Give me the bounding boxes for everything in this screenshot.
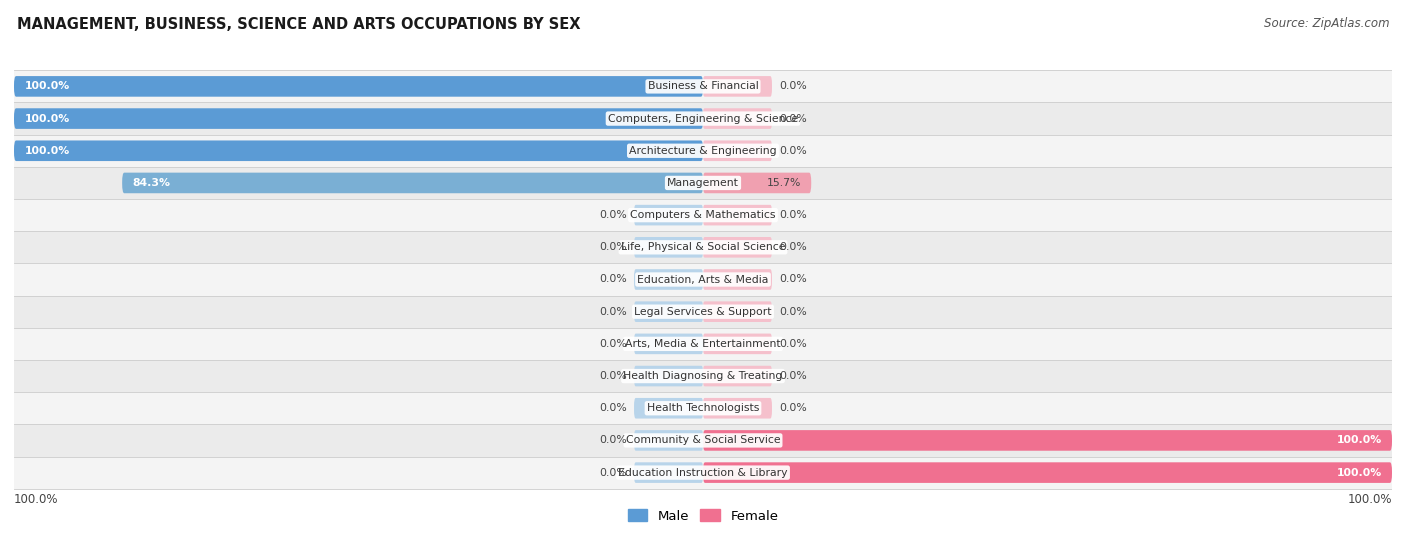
Text: 0.0%: 0.0%	[599, 339, 627, 349]
FancyBboxPatch shape	[14, 167, 1392, 199]
Text: 15.7%: 15.7%	[766, 178, 801, 188]
FancyBboxPatch shape	[703, 237, 772, 258]
FancyBboxPatch shape	[14, 102, 1392, 135]
Text: Computers & Mathematics: Computers & Mathematics	[630, 210, 776, 220]
FancyBboxPatch shape	[634, 237, 703, 258]
FancyBboxPatch shape	[14, 457, 1392, 489]
Text: 100.0%: 100.0%	[24, 82, 70, 91]
Text: 0.0%: 0.0%	[779, 113, 807, 124]
FancyBboxPatch shape	[14, 108, 703, 129]
Text: 0.0%: 0.0%	[779, 82, 807, 91]
Text: Education, Arts & Media: Education, Arts & Media	[637, 274, 769, 285]
Text: 0.0%: 0.0%	[779, 146, 807, 156]
Text: Life, Physical & Social Science: Life, Physical & Social Science	[621, 242, 785, 252]
FancyBboxPatch shape	[703, 108, 772, 129]
Text: Management: Management	[666, 178, 740, 188]
FancyBboxPatch shape	[14, 392, 1392, 424]
FancyBboxPatch shape	[14, 70, 1392, 102]
Text: Business & Financial: Business & Financial	[648, 82, 758, 91]
FancyBboxPatch shape	[703, 462, 1392, 483]
Text: Source: ZipAtlas.com: Source: ZipAtlas.com	[1264, 17, 1389, 30]
Text: Health Technologists: Health Technologists	[647, 403, 759, 413]
Text: 0.0%: 0.0%	[599, 468, 627, 477]
FancyBboxPatch shape	[703, 334, 772, 354]
FancyBboxPatch shape	[634, 462, 703, 483]
Text: 0.0%: 0.0%	[599, 435, 627, 446]
Text: 0.0%: 0.0%	[599, 307, 627, 317]
Text: Architecture & Engineering: Architecture & Engineering	[630, 146, 776, 156]
FancyBboxPatch shape	[634, 301, 703, 322]
FancyBboxPatch shape	[634, 398, 703, 419]
FancyBboxPatch shape	[14, 231, 1392, 263]
Text: 0.0%: 0.0%	[779, 307, 807, 317]
Text: Computers, Engineering & Science: Computers, Engineering & Science	[607, 113, 799, 124]
Text: 0.0%: 0.0%	[599, 210, 627, 220]
Text: 0.0%: 0.0%	[599, 371, 627, 381]
Text: 100.0%: 100.0%	[1336, 468, 1382, 477]
Text: 100.0%: 100.0%	[14, 492, 59, 505]
FancyBboxPatch shape	[14, 263, 1392, 296]
FancyBboxPatch shape	[14, 140, 703, 161]
Text: Arts, Media & Entertainment: Arts, Media & Entertainment	[626, 339, 780, 349]
FancyBboxPatch shape	[703, 269, 772, 290]
FancyBboxPatch shape	[703, 76, 772, 97]
FancyBboxPatch shape	[122, 173, 703, 193]
Text: Education Instruction & Library: Education Instruction & Library	[619, 468, 787, 477]
FancyBboxPatch shape	[14, 328, 1392, 360]
FancyBboxPatch shape	[14, 135, 1392, 167]
FancyBboxPatch shape	[703, 205, 772, 225]
FancyBboxPatch shape	[703, 140, 772, 161]
Text: 0.0%: 0.0%	[779, 210, 807, 220]
FancyBboxPatch shape	[703, 430, 1392, 451]
FancyBboxPatch shape	[14, 76, 703, 97]
Text: 100.0%: 100.0%	[1347, 492, 1392, 505]
FancyBboxPatch shape	[703, 301, 772, 322]
FancyBboxPatch shape	[634, 205, 703, 225]
Text: 0.0%: 0.0%	[779, 274, 807, 285]
Text: 100.0%: 100.0%	[24, 113, 70, 124]
FancyBboxPatch shape	[634, 269, 703, 290]
Text: 0.0%: 0.0%	[779, 403, 807, 413]
Text: 0.0%: 0.0%	[779, 339, 807, 349]
Legend: Male, Female: Male, Female	[623, 504, 783, 528]
Text: 0.0%: 0.0%	[599, 274, 627, 285]
Text: 0.0%: 0.0%	[779, 371, 807, 381]
Text: 0.0%: 0.0%	[779, 242, 807, 252]
FancyBboxPatch shape	[14, 424, 1392, 457]
Text: 0.0%: 0.0%	[599, 242, 627, 252]
FancyBboxPatch shape	[703, 366, 772, 386]
Text: 100.0%: 100.0%	[1336, 435, 1382, 446]
Text: 84.3%: 84.3%	[132, 178, 170, 188]
FancyBboxPatch shape	[703, 173, 811, 193]
FancyBboxPatch shape	[634, 430, 703, 451]
FancyBboxPatch shape	[634, 366, 703, 386]
Text: 0.0%: 0.0%	[599, 403, 627, 413]
FancyBboxPatch shape	[14, 296, 1392, 328]
FancyBboxPatch shape	[703, 398, 772, 419]
Text: MANAGEMENT, BUSINESS, SCIENCE AND ARTS OCCUPATIONS BY SEX: MANAGEMENT, BUSINESS, SCIENCE AND ARTS O…	[17, 17, 581, 32]
Text: Community & Social Service: Community & Social Service	[626, 435, 780, 446]
FancyBboxPatch shape	[14, 199, 1392, 231]
Text: 100.0%: 100.0%	[24, 146, 70, 156]
FancyBboxPatch shape	[14, 360, 1392, 392]
Text: Legal Services & Support: Legal Services & Support	[634, 307, 772, 317]
Text: Health Diagnosing & Treating: Health Diagnosing & Treating	[623, 371, 783, 381]
FancyBboxPatch shape	[634, 334, 703, 354]
